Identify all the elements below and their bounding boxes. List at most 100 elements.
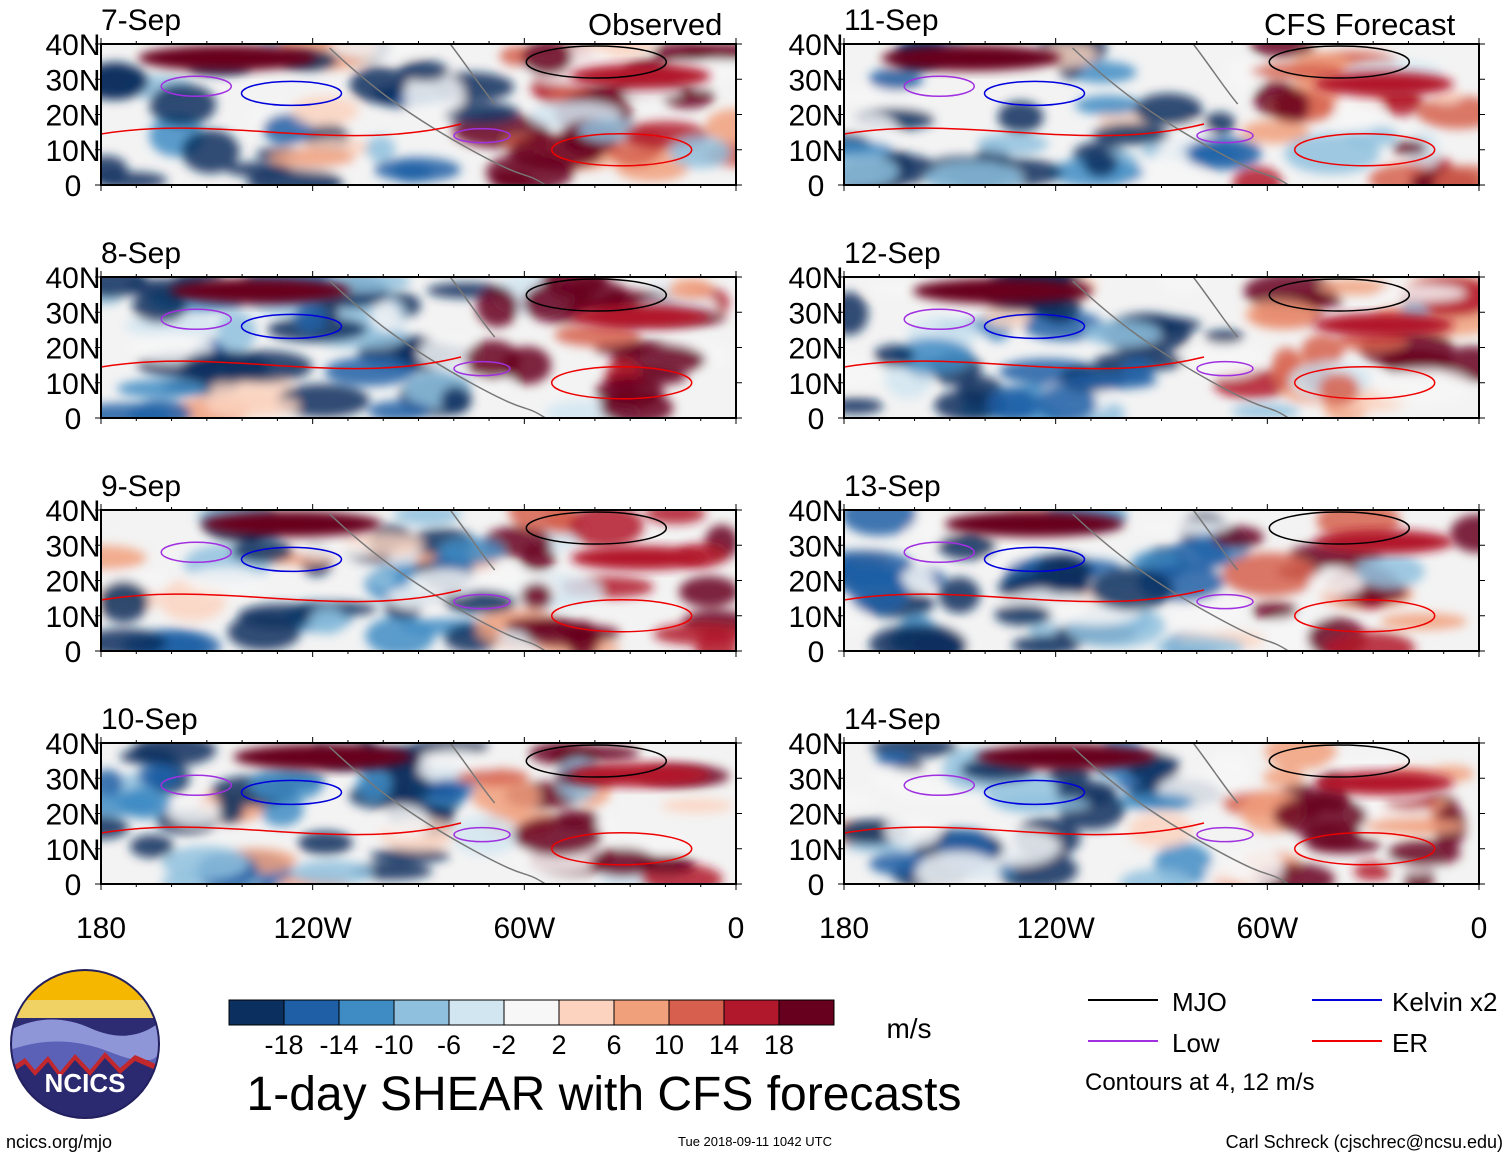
jet-streak <box>233 744 414 770</box>
shear-blob <box>1377 284 1467 302</box>
kelvin-contour <box>240 313 343 340</box>
shear-blob <box>1232 166 1283 185</box>
kelvin-contour <box>240 546 343 573</box>
legend-label-low: Low <box>1172 1028 1220 1058</box>
shear-blob <box>1249 44 1316 58</box>
lat-tick-label: 0 <box>808 170 825 203</box>
shear-blob <box>1231 403 1300 418</box>
lon-labels-right: 180 120W 60W 0 <box>819 912 1487 945</box>
shear-field <box>101 743 736 884</box>
shear-blob <box>644 510 706 525</box>
colorbar-swatch <box>448 999 505 1026</box>
shear-blob <box>1154 636 1245 651</box>
shear-blob <box>1012 635 1080 651</box>
coastline <box>329 47 546 185</box>
lat-tick-label: 20N <box>788 333 843 366</box>
coastline <box>449 743 496 804</box>
shear-field <box>101 44 736 185</box>
shear-blob <box>428 778 469 802</box>
jet-streak <box>138 45 318 71</box>
kelvin-contour <box>240 80 343 107</box>
shear-blob <box>652 44 715 63</box>
shear-blob <box>392 163 432 183</box>
legend-label-er: ER <box>1392 1028 1428 1058</box>
shear-field <box>844 277 1479 418</box>
jet-streak <box>1313 313 1454 337</box>
coastline <box>1072 746 1289 884</box>
shear-blob <box>161 846 249 880</box>
footer-site[interactable]: ncics.org/mjo <box>6 1132 112 1152</box>
shear-blob <box>101 816 129 840</box>
shear-blob <box>1241 119 1310 144</box>
shear-blob <box>986 386 1038 418</box>
map-panels: 40N30N20N10N07-Sep40N30N20N10N08-Sep40N3… <box>45 4 1485 902</box>
lat-tick-label: 10N <box>788 834 843 867</box>
shear-blob <box>167 799 221 826</box>
er-contour <box>101 356 462 370</box>
jet-streak <box>912 278 1093 304</box>
coastline <box>1192 743 1239 804</box>
shear-blob <box>976 133 1049 155</box>
er-contour <box>101 822 462 836</box>
panel-date: 11-Sep <box>844 4 939 37</box>
shear-field <box>844 510 1479 651</box>
shear-blob <box>1159 277 1203 294</box>
shear-blob <box>370 848 451 863</box>
er-contour <box>1293 133 1436 167</box>
shear-blob <box>1251 602 1298 620</box>
coastline <box>449 44 496 105</box>
shear-blob <box>443 102 520 125</box>
lat-tick-label: 40N <box>45 728 100 761</box>
mjo-contour <box>1268 45 1411 79</box>
colorbar-swatch <box>723 999 780 1026</box>
field-blobs <box>101 44 736 185</box>
shear-blob <box>1226 57 1263 91</box>
shear-blob <box>137 763 181 789</box>
mjo-contour <box>1268 511 1411 545</box>
lat-tick-label: 30N <box>45 297 100 330</box>
lat-tick-label: 20N <box>788 799 843 832</box>
coastline <box>329 746 546 884</box>
jet-streak <box>570 305 711 329</box>
shear-blob <box>465 340 520 380</box>
shear-blob <box>1431 89 1463 104</box>
lat-tick-label: 20N <box>45 566 100 599</box>
colorbar-swatch <box>668 999 725 1026</box>
colorbar: -18 -14 -10 -6 -2 2 6 10 14 18 <box>228 999 835 1060</box>
shear-blob <box>521 44 573 75</box>
shear-blob <box>367 400 430 418</box>
shear-blob <box>508 510 576 532</box>
shear-blob <box>437 538 506 564</box>
mjo-contour <box>525 45 668 79</box>
mjo-contour <box>1268 744 1411 778</box>
kelvin-contour <box>983 80 1086 107</box>
shear-blob <box>705 108 736 145</box>
er-contour <box>844 822 1205 836</box>
shear-blob <box>1264 743 1337 770</box>
lat-tick-label: 40N <box>45 262 100 295</box>
coastline <box>449 277 496 338</box>
low-contour <box>453 360 511 377</box>
jet-streak <box>201 511 382 537</box>
shear-blob <box>1036 384 1097 418</box>
mjo-contour <box>1268 278 1411 312</box>
lon-tick-label: 120W <box>273 912 352 945</box>
panel-date: 13-Sep <box>844 470 941 503</box>
low-contour <box>1196 593 1254 610</box>
shear-blob <box>394 510 462 526</box>
shear-blob <box>1204 112 1236 135</box>
units-label: m/s <box>886 1013 931 1044</box>
shear-blob <box>1135 519 1230 535</box>
lat-tick-label: 20N <box>788 100 843 133</box>
lat-tick-label: 40N <box>45 29 100 62</box>
lon-tick-label: 60W <box>1236 912 1298 945</box>
shear-blob <box>330 44 427 60</box>
shear-blob <box>1450 514 1479 553</box>
mjo-contour <box>525 511 668 545</box>
colorbar-level-label: -6 <box>437 1030 461 1060</box>
shear-blob <box>844 510 917 536</box>
